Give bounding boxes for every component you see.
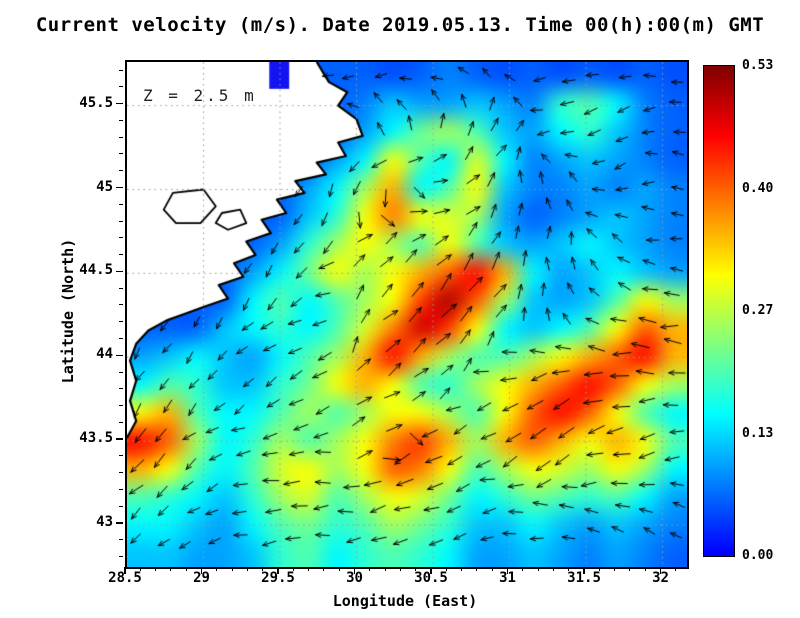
y-tick-label: 45 — [96, 178, 113, 195]
x-major-tick — [200, 567, 203, 574]
x-minor-tick — [185, 567, 187, 571]
x-major-tick — [506, 567, 509, 574]
y-tick-label: 43.5 — [79, 430, 113, 447]
y-minor-tick — [119, 321, 123, 323]
x-tick-label: 31 — [499, 570, 516, 586]
colorbar-tick-label: 0.40 — [742, 180, 774, 196]
y-minor-tick — [119, 86, 123, 88]
y-tick-label: 44.5 — [79, 262, 113, 279]
y-minor-tick — [119, 405, 123, 407]
colorbar-tick-label: 0.27 — [742, 303, 774, 318]
x-tick-label: 29.5 — [261, 570, 295, 586]
chart-title: Current velocity (m/s). Date 2019.05.13.… — [35, 14, 765, 36]
x-minor-tick — [216, 567, 218, 571]
y-minor-tick — [119, 119, 123, 121]
x-major-tick — [277, 567, 279, 574]
x-minor-tick — [369, 567, 371, 571]
y-minor-tick — [119, 220, 123, 222]
x-tick-label: 28.5 — [108, 570, 142, 586]
y-minor-tick — [119, 388, 123, 390]
x-minor-tick — [552, 567, 554, 571]
y-minor-tick — [119, 69, 123, 71]
x-minor-tick — [598, 567, 600, 571]
y-major-tick — [116, 186, 123, 189]
x-tick-label: 32 — [652, 570, 669, 586]
map-plot-area — [125, 60, 689, 569]
y-tick-label: 43 — [96, 514, 113, 531]
y-minor-tick — [119, 237, 123, 239]
x-minor-tick — [155, 567, 157, 571]
y-minor-tick — [119, 472, 123, 474]
y-minor-tick — [119, 539, 123, 541]
y-minor-tick — [119, 304, 123, 306]
x-tick-label: 31.5 — [567, 570, 601, 586]
depth-annotation: Z = 2.5 m — [143, 86, 257, 105]
y-major-tick — [116, 354, 123, 357]
x-minor-tick — [170, 567, 172, 571]
x-minor-tick — [415, 567, 417, 571]
y-minor-tick — [119, 287, 123, 289]
x-minor-tick — [491, 567, 493, 571]
x-minor-tick — [399, 567, 401, 571]
x-minor-tick — [675, 567, 677, 571]
x-minor-tick — [522, 567, 524, 571]
y-minor-tick — [119, 170, 123, 172]
colorbar-tick-label: 0.13 — [742, 425, 774, 441]
x-minor-tick — [262, 567, 264, 571]
x-minor-tick — [308, 567, 310, 571]
y-minor-tick — [119, 421, 123, 423]
x-major-tick — [430, 567, 432, 574]
colorbar-tick-label: 0.00 — [742, 548, 774, 563]
x-minor-tick — [338, 567, 340, 571]
x-minor-tick — [568, 567, 570, 571]
x-minor-tick — [231, 567, 233, 571]
y-minor-tick — [119, 556, 123, 558]
y-major-tick — [116, 522, 123, 524]
x-axis-label: Longitude (East) — [332, 592, 478, 610]
y-minor-tick — [119, 254, 123, 256]
y-axis-label: Latitude (North) — [59, 238, 77, 384]
y-minor-tick — [119, 338, 123, 339]
y-minor-tick — [119, 203, 123, 205]
x-tick-label: 30 — [346, 570, 363, 586]
colorbar-gradient-canvas — [704, 66, 734, 556]
x-minor-tick — [476, 567, 478, 571]
x-minor-tick — [461, 567, 463, 571]
x-major-tick — [124, 567, 126, 574]
x-minor-tick — [246, 567, 248, 571]
x-minor-tick — [139, 567, 141, 571]
y-tick-label: 44 — [96, 346, 113, 363]
x-major-tick — [659, 567, 662, 574]
x-minor-tick — [445, 567, 447, 571]
y-major-tick — [116, 270, 123, 273]
y-minor-tick — [119, 505, 123, 507]
x-minor-tick — [614, 567, 616, 571]
y-minor-tick — [119, 371, 123, 373]
velocity-heatmap-canvas — [127, 62, 687, 567]
y-minor-tick — [119, 136, 123, 138]
y-tick-label: 45.5 — [79, 94, 113, 111]
x-major-tick — [583, 567, 585, 574]
x-minor-tick — [629, 567, 631, 571]
x-tick-label: 29 — [193, 570, 210, 586]
y-major-tick — [116, 102, 123, 105]
colorbar-tick-label: 0.53 — [742, 58, 774, 73]
x-minor-tick — [292, 567, 294, 571]
x-minor-tick — [323, 567, 325, 571]
y-minor-tick — [119, 455, 123, 457]
x-minor-tick — [644, 567, 646, 571]
y-minor-tick — [119, 489, 123, 490]
colorbar — [703, 65, 735, 557]
x-minor-tick — [537, 567, 539, 571]
y-minor-tick — [119, 153, 123, 155]
x-minor-tick — [384, 567, 386, 571]
x-tick-label: 30.5 — [414, 570, 448, 586]
x-major-tick — [353, 567, 356, 574]
y-major-tick — [116, 438, 123, 440]
